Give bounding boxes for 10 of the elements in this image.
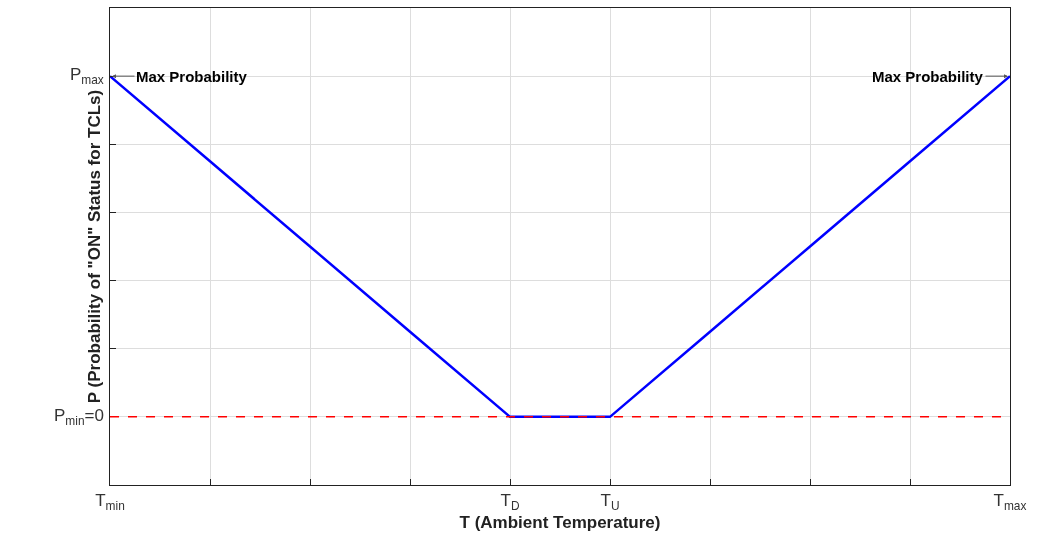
text: P$_{max}$ bbox=[70, 65, 104, 87]
x-tick-label: T$_{U}$ bbox=[600, 491, 620, 513]
text: P$_{min}$=0 bbox=[54, 406, 104, 428]
x-axis-title: T (Ambient Temperature) bbox=[459, 513, 661, 533]
x-tick-label: T$_{D}$ bbox=[500, 491, 520, 513]
annotation: Max Probability bbox=[872, 68, 984, 85]
y-axis-title: P (Probability of "ON" Status for TCLs) bbox=[84, 89, 104, 404]
x-tick-label: T$_{max}$ bbox=[993, 491, 1027, 513]
x-tick-label: T$_{min}$ bbox=[95, 491, 125, 513]
annotation: Max Probability bbox=[136, 68, 248, 85]
